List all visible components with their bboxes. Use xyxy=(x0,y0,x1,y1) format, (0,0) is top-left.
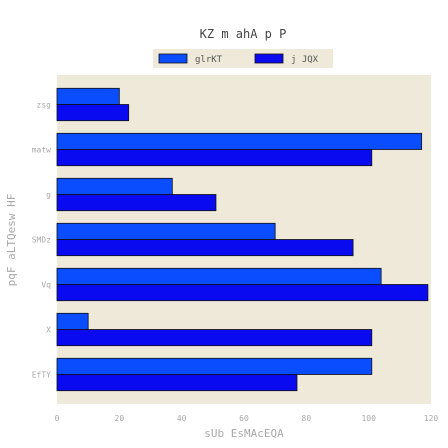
bar-j-JQX-X xyxy=(56,329,373,347)
bar-glrKT-matw xyxy=(56,132,423,150)
bar-glrKT-Vq xyxy=(56,267,382,285)
y-axis-label: pqF aLTQesw HF xyxy=(5,194,18,287)
x-tick-label: 20 xyxy=(115,414,125,423)
legend-swatch-j-JQX xyxy=(254,53,284,64)
bar-j-JQX-g xyxy=(56,194,217,212)
y-tick-label: Vq xyxy=(41,281,51,290)
y-tick-label: SMDz xyxy=(32,236,51,245)
bar-j-JQX-zsg xyxy=(56,104,130,122)
bar-j-JQX-matw xyxy=(56,149,373,167)
x-tick-label: 120 xyxy=(424,414,439,423)
y-tick-label: g xyxy=(46,191,51,200)
legend-label-glrKT: glrKT xyxy=(195,55,223,65)
legend: glrKT j JQX xyxy=(153,49,333,68)
y-tick-labels: EfTY X Vq SMDz g matw zsg xyxy=(32,101,51,380)
x-tick-label: 40 xyxy=(177,414,187,423)
bar-glrKT-zsg xyxy=(56,87,120,105)
chart-title: KZ m ahA p P xyxy=(200,27,287,41)
bar-glrKT-SMDz xyxy=(56,222,276,240)
legend-swatch-glrKT xyxy=(158,53,188,64)
bar-glrKT-g xyxy=(56,177,173,195)
bar-j-JQX-EfTY xyxy=(56,374,298,392)
y-tick-label: zsg xyxy=(37,101,52,110)
x-tick-label: 0 xyxy=(55,414,60,423)
bar-j-JQX-SMDz xyxy=(56,239,354,257)
bars xyxy=(56,87,429,392)
y-tick-label: X xyxy=(46,326,51,335)
x-axis-label: sUb EsMAcEQA xyxy=(204,427,284,440)
x-tick-label: 60 xyxy=(239,414,249,423)
legend-box xyxy=(153,49,333,68)
y-tick-label: matw xyxy=(32,146,51,155)
bar-j-JQX-Vq xyxy=(56,284,429,302)
x-tick-labels: 0 20 40 60 80 100 120 xyxy=(55,414,439,423)
x-tick-label: 100 xyxy=(361,414,376,423)
y-tick-label: EfTY xyxy=(32,371,51,380)
legend-label-j-JQX: j JQX xyxy=(291,55,319,65)
bar-glrKT-EfTY xyxy=(56,357,373,375)
bar-glrKT-X xyxy=(56,312,89,330)
x-tick-label: 80 xyxy=(302,414,312,423)
